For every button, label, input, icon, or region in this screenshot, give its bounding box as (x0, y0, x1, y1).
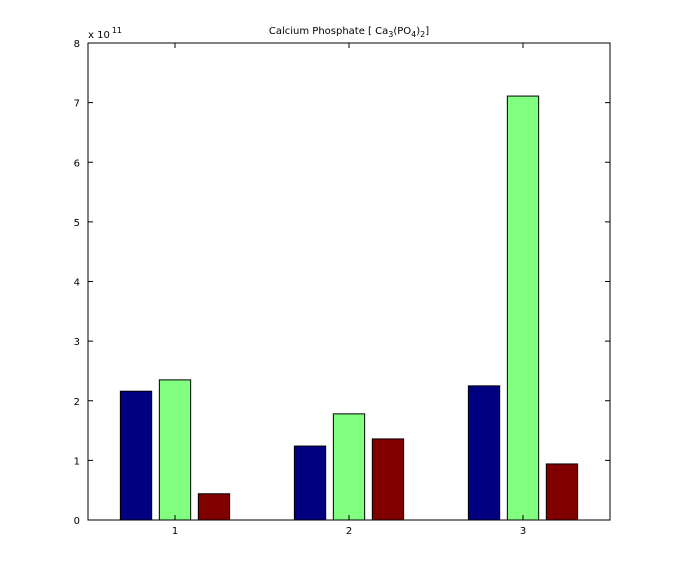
bar (506, 95, 540, 521)
title-subscript: 2 (420, 30, 425, 39)
bar (197, 493, 231, 521)
y-tick-label: 3 (74, 337, 80, 348)
y-tick-label: 7 (74, 99, 80, 110)
y-tick-label: 5 (74, 218, 80, 229)
bar (371, 438, 405, 521)
x-tick-label: 2 (346, 526, 352, 537)
bar (158, 379, 192, 521)
bar (467, 385, 501, 521)
x-tick-label: 3 (520, 526, 526, 537)
y-tick-label: 4 (74, 278, 80, 289)
y-tick-label: 8 (74, 39, 80, 50)
y-tick-label: 6 (74, 158, 80, 169)
bar (545, 463, 579, 521)
bar (293, 445, 327, 521)
x-tick-label: 1 (172, 526, 178, 537)
title-part: Calcium Phosphate [ Ca (269, 26, 388, 37)
exponent-power: 11 (112, 26, 122, 35)
chart-title: Calcium Phosphate [ Ca3(PO4)2] (269, 26, 429, 39)
y-tick-label: 0 (74, 516, 80, 527)
y-tick-label: 1 (74, 456, 80, 467)
title-subscript: 3 (388, 30, 393, 39)
bar (119, 390, 153, 521)
bar (332, 413, 366, 521)
title-subscript: 4 (411, 30, 416, 39)
exponent-base: x 10 (88, 30, 110, 41)
title-part: ] (425, 26, 429, 37)
exponent-label: x 10 11 (88, 26, 122, 41)
title-part: (PO (393, 26, 411, 37)
title-part: ) (416, 26, 420, 37)
y-tick-label: 2 (74, 397, 80, 408)
